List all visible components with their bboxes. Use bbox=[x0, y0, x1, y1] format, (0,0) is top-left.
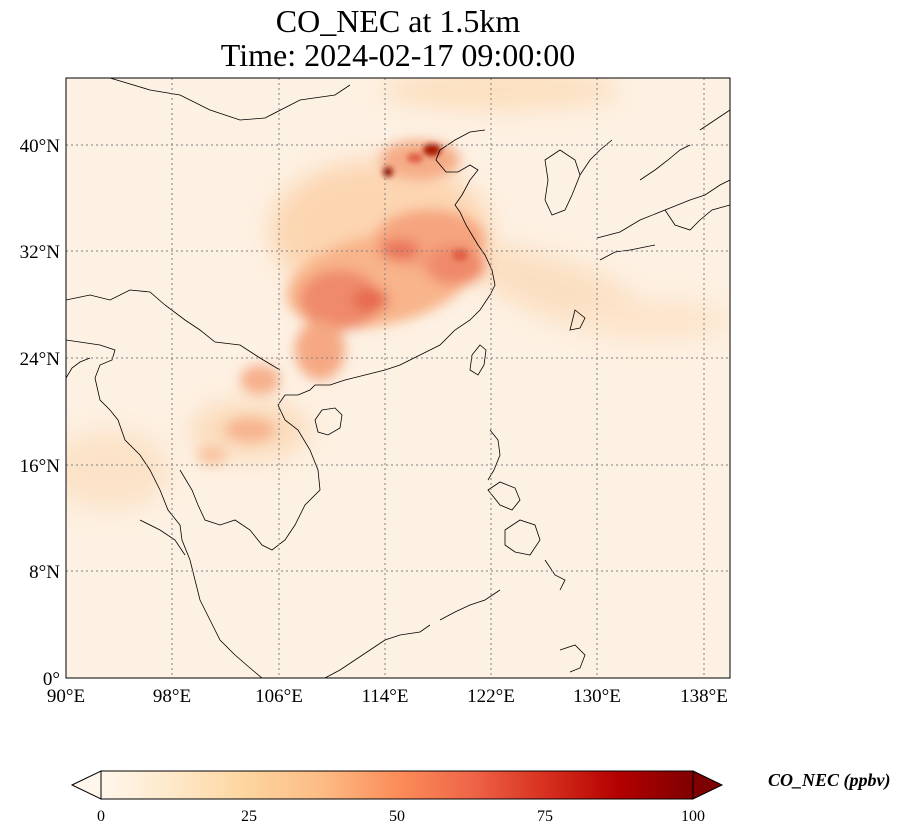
lon-tick-label: 114°E bbox=[362, 686, 409, 707]
lat-tick-label: 32°N bbox=[20, 242, 61, 263]
concentration-field bbox=[66, 78, 730, 510]
colorbar-tick-label: 75 bbox=[537, 808, 553, 825]
map-plot-area bbox=[66, 78, 730, 678]
lat-tick-labels: 0° 8°N 16°N 24°N 32°N 40°N bbox=[20, 136, 61, 690]
lon-tick-label: 122°E bbox=[467, 686, 515, 707]
gridlines bbox=[66, 78, 730, 678]
lat-tick-label: 40°N bbox=[20, 136, 61, 157]
colorbar-tick-label: 100 bbox=[681, 808, 705, 825]
lon-tick-label: 130°E bbox=[573, 686, 621, 707]
lat-tick-label: 0° bbox=[43, 669, 60, 690]
lon-tick-label: 90°E bbox=[47, 686, 85, 707]
colorbar-tick-label: 25 bbox=[241, 808, 257, 825]
lon-tick-label: 106°E bbox=[255, 686, 303, 707]
lat-tick-label: 24°N bbox=[20, 349, 61, 370]
colorbar-max-extend bbox=[692, 770, 724, 800]
lon-tick-labels: 90°E 98°E 106°E 114°E 122°E 130°E 138°E bbox=[47, 686, 728, 707]
colorbar-min-extend bbox=[70, 770, 102, 800]
title-line-2: Time: 2024-02-17 09:00:00 bbox=[220, 37, 576, 73]
map-title: CO_NEC at 1.5km Time: 2024-02-17 09:00:0… bbox=[66, 4, 730, 72]
colorbar: 0 25 50 75 100 bbox=[70, 770, 724, 825]
map-frame bbox=[65, 77, 731, 679]
lon-tick-label: 138°E bbox=[680, 686, 728, 707]
lon-tick-label: 98°E bbox=[153, 686, 191, 707]
coastlines bbox=[66, 78, 730, 678]
lat-tick-label: 16°N bbox=[20, 456, 61, 477]
colorbar-gradient bbox=[100, 770, 694, 800]
colorbar-label: CO_NEC (ppbv) bbox=[768, 770, 891, 790]
colorbar-tick-label: 0 bbox=[97, 808, 105, 825]
colorbar-tick-label: 50 bbox=[389, 808, 405, 825]
title-line-1: CO_NEC at 1.5km bbox=[275, 3, 521, 39]
lat-tick-label: 8°N bbox=[29, 562, 60, 583]
